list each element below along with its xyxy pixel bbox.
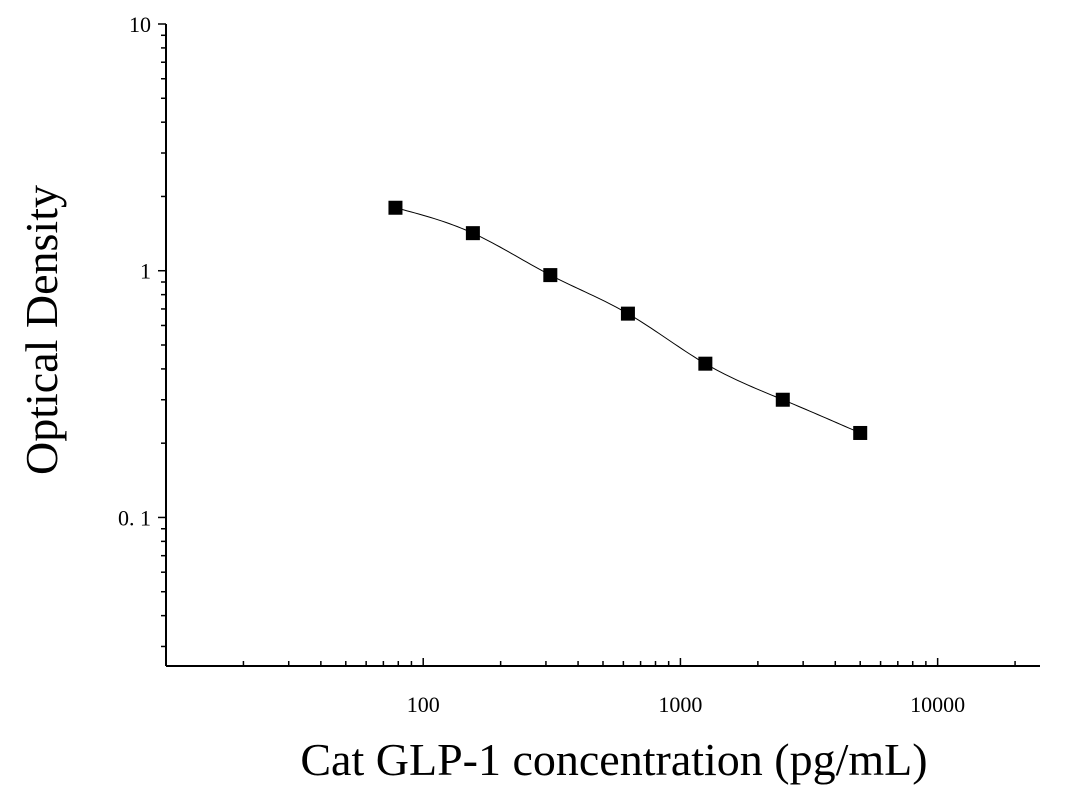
data-point — [853, 425, 868, 440]
axes — [165, 24, 1040, 667]
x-tick-label: 100 — [407, 692, 440, 717]
y-axis-title: Optical Density — [16, 185, 67, 475]
tick-labels: 10 1 0. 1 100 1000 10000 — [118, 12, 965, 717]
data-point — [620, 306, 635, 321]
x-axis-title: Cat GLP-1 concentration (pg/mL) — [300, 734, 927, 785]
x-tick-label: 1000 — [658, 692, 702, 717]
y-tick-label: 1 — [140, 259, 151, 284]
data-point — [388, 200, 403, 215]
data-point — [698, 356, 713, 371]
data-points — [388, 200, 868, 440]
y-tick-label: 10 — [129, 12, 151, 37]
y-tick-label: 0. 1 — [118, 505, 151, 530]
data-point — [543, 268, 558, 283]
ticks — [158, 23, 1016, 666]
x-tick-label: 10000 — [910, 692, 965, 717]
data-point — [465, 226, 480, 241]
data-point — [775, 392, 790, 407]
